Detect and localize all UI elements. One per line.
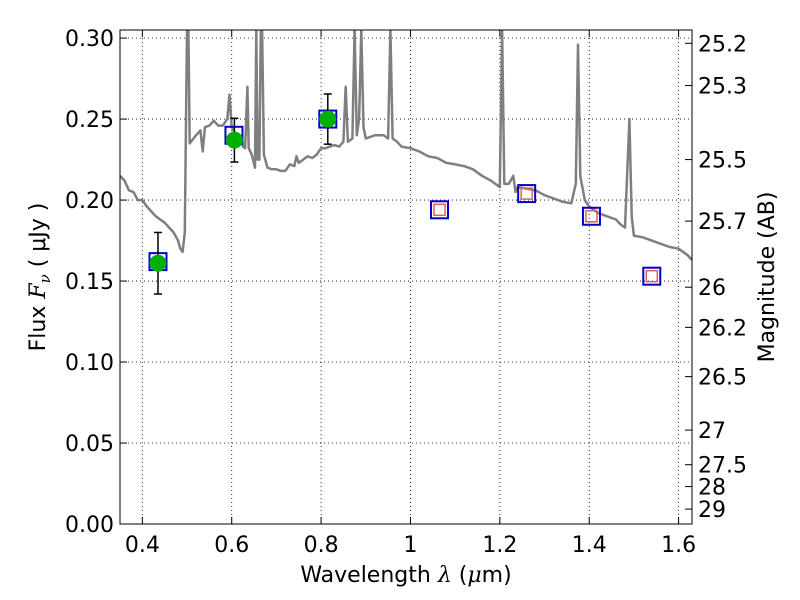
y2-tick-label: 29 — [698, 498, 726, 523]
x-tick-label: 1 — [403, 533, 417, 558]
y2-tick-label: 26.5 — [698, 366, 747, 391]
model-flux-square — [517, 184, 537, 204]
y2-axis-label: Magnitude (AB) — [755, 192, 780, 363]
ticks — [120, 30, 692, 525]
x-tick-label: 0.6 — [214, 533, 249, 558]
y-tick-label: 0.05 — [65, 432, 114, 457]
model-flux-square — [581, 206, 601, 226]
y-tick-label: 0.00 — [65, 513, 114, 538]
x-tick-label: 0.4 — [125, 533, 160, 558]
observed-flux-point — [225, 131, 243, 149]
grid — [120, 30, 692, 525]
y-tick-label: 0.10 — [65, 351, 114, 376]
y2-tick-label: 25.2 — [698, 32, 747, 57]
model-flux-square — [430, 200, 450, 220]
upper-limit-square — [433, 203, 446, 217]
spectrum-layer — [120, 30, 692, 261]
y2-tick-label: 25.7 — [698, 210, 747, 235]
y-tick-label: 0.15 — [65, 270, 114, 295]
y2-tick-label: 27.5 — [698, 454, 747, 479]
y2-tick-label: 25.5 — [698, 149, 747, 174]
tick-labels: 0.4 0.6 0.8 1 1.2 1.4 1.6 0.00 0.05 0.10 0.15 0.20 0… — [65, 27, 747, 558]
y-tick-label: 0.20 — [65, 189, 114, 214]
x-tick-label: 0.8 — [304, 533, 339, 558]
y2-tick-label: 26.2 — [698, 316, 747, 341]
y2-tick-label: 25.3 — [698, 75, 747, 100]
upper-limit-square — [520, 187, 533, 200]
x-tick-label: 1.6 — [661, 533, 696, 558]
upper-limit-square — [585, 210, 598, 223]
y-axis-label: Flux Fν ( μJy ) — [26, 203, 54, 352]
data-points — [148, 93, 662, 295]
observed-flux-point — [319, 110, 337, 128]
observed-flux-point — [149, 254, 167, 272]
spectrum-line — [120, 30, 692, 261]
y2-tick-label: 27 — [698, 419, 726, 444]
y-tick-label: 0.25 — [65, 108, 114, 133]
plot-frame — [119, 29, 693, 525]
x-tick-label: 1.4 — [572, 533, 607, 558]
y-tick-label: 0.30 — [65, 27, 114, 52]
x-axis-label: Wavelength λ (μm) — [300, 563, 511, 588]
upper-limit-square — [645, 269, 659, 283]
model-flux-square — [642, 266, 662, 286]
x-tick-label: 1.2 — [482, 533, 517, 558]
y2-tick-label: 26 — [698, 276, 726, 301]
y2-tick-label: 28 — [698, 476, 726, 501]
